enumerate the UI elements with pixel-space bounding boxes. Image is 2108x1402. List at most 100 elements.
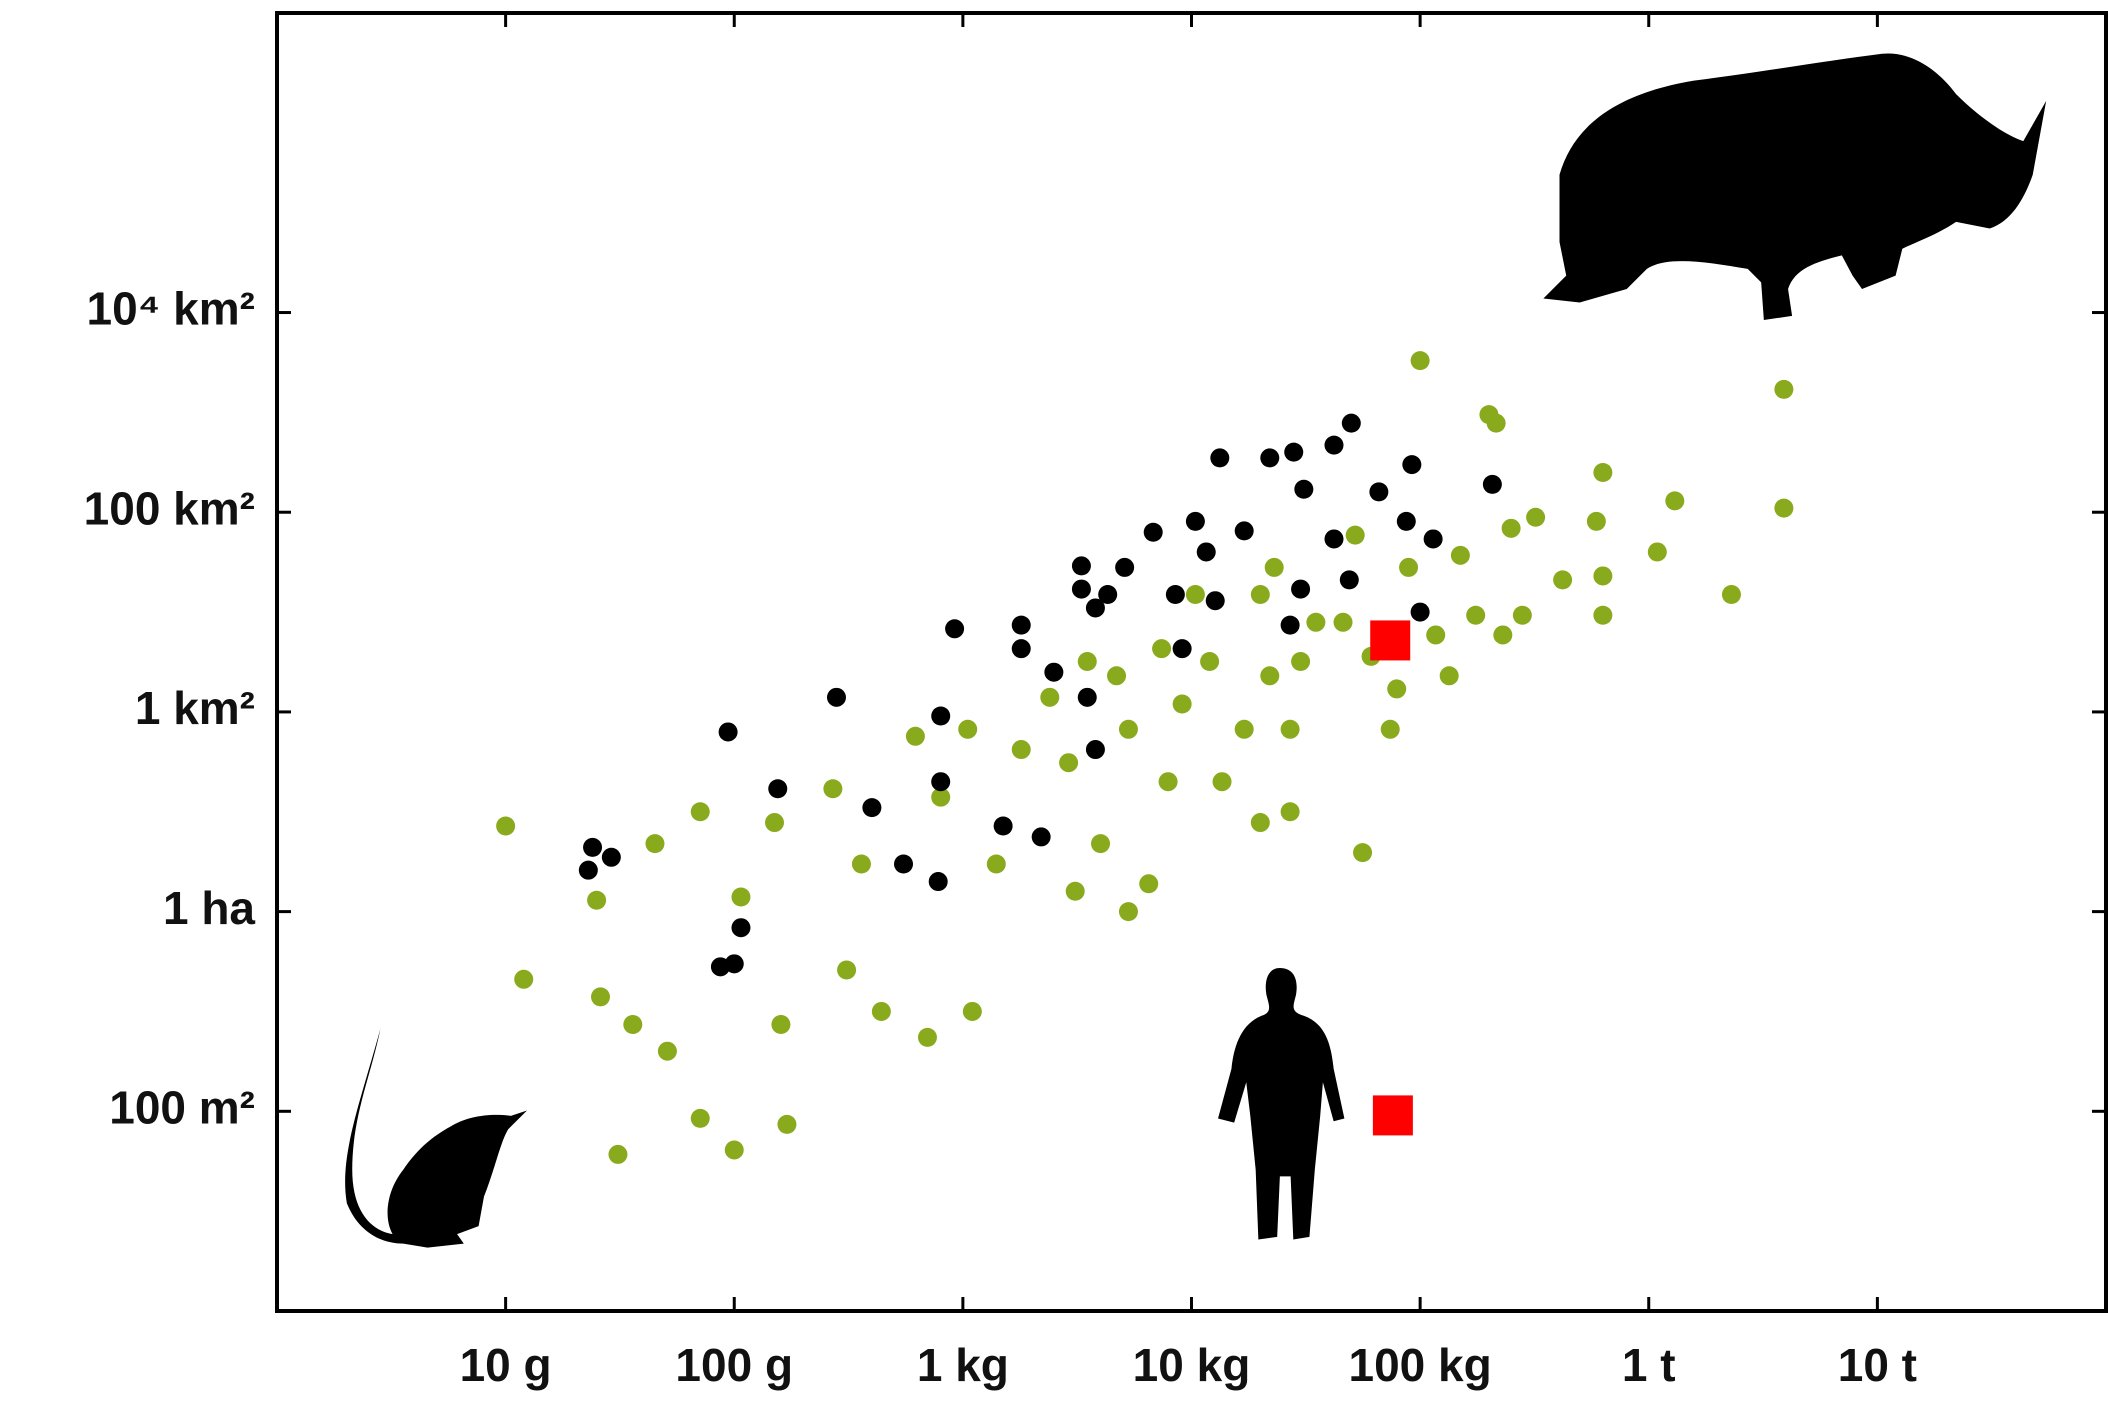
data-point (1410, 351, 1430, 371)
rhino-silhouette (1543, 53, 2047, 320)
data-point (1085, 740, 1105, 760)
human-silhouette (1218, 967, 1345, 1240)
data-point (1250, 813, 1270, 833)
data-point (1172, 694, 1192, 714)
data-point (1526, 507, 1546, 527)
data-point (690, 802, 710, 822)
data-point (1774, 379, 1794, 399)
data-point (1143, 522, 1163, 542)
data-point (583, 837, 603, 857)
data-point (1260, 448, 1280, 468)
data-point (1372, 1095, 1413, 1136)
data-point (514, 969, 534, 989)
data-point (1091, 834, 1111, 854)
x-tick-label: 1 t (1622, 1339, 1676, 1391)
data-point (1071, 556, 1091, 576)
data-point (724, 1140, 744, 1160)
data-point (587, 890, 607, 910)
data-point (1291, 579, 1311, 599)
data-point (1294, 479, 1314, 499)
data-point (1234, 521, 1254, 541)
data-point (1280, 719, 1300, 739)
x-tick-label: 1 kg (917, 1339, 1009, 1391)
data-point (1011, 639, 1031, 659)
x-tick-label: 100 g (675, 1339, 793, 1391)
data-point (1291, 651, 1311, 671)
data-point (768, 779, 788, 799)
data-point (1665, 491, 1685, 511)
data-point (1399, 557, 1419, 577)
x-tick-label: 10 t (1838, 1339, 1917, 1391)
y-tick-label: 100 m² (109, 1081, 255, 1133)
data-point (1040, 687, 1060, 707)
data-point (871, 1001, 891, 1021)
data-point (1450, 545, 1470, 565)
data-point (1196, 542, 1216, 562)
data-point (645, 834, 665, 854)
data-point (1077, 651, 1097, 671)
data-point (1165, 584, 1185, 604)
data-point (1139, 874, 1159, 894)
data-point (1011, 740, 1031, 760)
data-point (1011, 615, 1031, 635)
data-point (986, 854, 1006, 874)
data-point (1306, 612, 1326, 632)
data-point (1284, 442, 1304, 462)
data-point (1077, 687, 1097, 707)
data-point (731, 918, 751, 938)
data-point (894, 854, 914, 874)
data-point (608, 1144, 628, 1164)
data-point (1280, 615, 1300, 635)
data-point (1044, 662, 1064, 682)
rat-silhouette (345, 1028, 528, 1248)
data-point (945, 619, 965, 639)
data-point (1324, 529, 1344, 549)
data-point (1172, 639, 1192, 659)
data-point (1387, 679, 1407, 699)
data-point (1333, 612, 1353, 632)
data-point (1482, 474, 1502, 494)
data-point (1250, 584, 1270, 604)
data-point (1486, 413, 1506, 433)
data-point (601, 847, 621, 867)
data-point (837, 960, 857, 980)
data-point (862, 798, 882, 818)
data-point (1260, 666, 1280, 686)
data-point (905, 726, 925, 746)
data-point (1205, 591, 1225, 611)
data-point (1593, 566, 1613, 586)
data-point (1370, 620, 1411, 661)
data-point (1264, 557, 1284, 577)
data-point (931, 787, 951, 807)
data-point (1234, 719, 1254, 739)
data-point (1647, 542, 1667, 562)
data-point (1439, 666, 1459, 686)
x-tick-label: 100 kg (1349, 1339, 1492, 1391)
data-point (496, 816, 516, 836)
data-point (1280, 802, 1300, 822)
data-point (1200, 651, 1220, 671)
y-tick-label: 10⁴ km² (86, 283, 255, 335)
data-point (1402, 455, 1422, 475)
data-point (1512, 605, 1532, 625)
data-point (1410, 602, 1430, 622)
data-point (1593, 462, 1613, 482)
data-point (777, 1114, 797, 1134)
data-point (1341, 413, 1361, 433)
data-point (931, 772, 951, 792)
data-point (1118, 719, 1138, 739)
silhouettes (345, 53, 2047, 1248)
data-point (1369, 482, 1389, 502)
y-tick-label: 1 ha (163, 882, 255, 934)
data-point (1774, 498, 1794, 518)
data-point (958, 719, 978, 739)
x-tick-label: 10 kg (1133, 1339, 1251, 1391)
data-point (1493, 625, 1513, 645)
data-point (771, 1015, 791, 1035)
data-point (1353, 843, 1373, 863)
data-point (1031, 827, 1051, 847)
data-point (928, 872, 948, 892)
data-point (823, 779, 843, 799)
